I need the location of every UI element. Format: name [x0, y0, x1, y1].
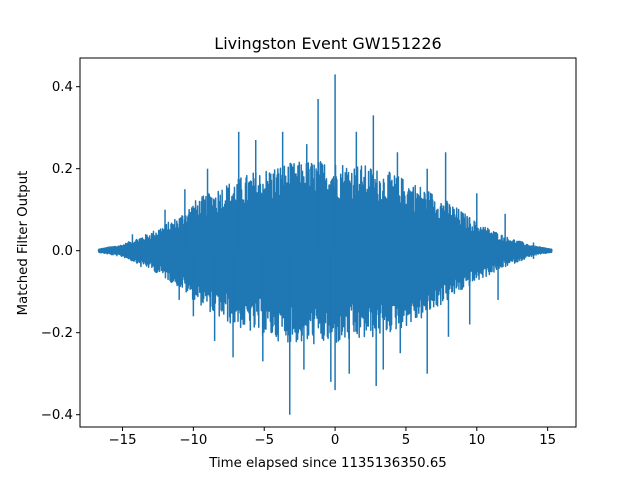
y-tick-label: 0.0	[52, 244, 73, 259]
y-tick-label: 0.2	[52, 162, 73, 177]
x-axis-label: Time elapsed since 1135136350.65	[208, 456, 447, 471]
plot-frame	[79, 57, 577, 428]
x-tick-label: −5	[254, 433, 274, 448]
x-tick-label: −10	[179, 433, 207, 448]
y-tick-label: −0.4	[41, 408, 73, 423]
chart-title: Livingston Event GW151226	[214, 34, 441, 53]
signal-line	[97, 160, 553, 345]
y-tick-label: 0.4	[52, 80, 73, 95]
y-tick-label: −0.2	[41, 326, 73, 341]
x-tick-label: −15	[108, 433, 136, 448]
y-axis: −0.4 −0.2 0.0 0.2 0.4	[41, 80, 80, 423]
y-axis-label: Matched Filter Output	[16, 171, 31, 316]
x-tick-label: 10	[468, 433, 485, 448]
x-tick-label: 0	[331, 433, 339, 448]
x-tick-label: 5	[402, 433, 410, 448]
x-tick-label: 15	[539, 433, 556, 448]
plot-area	[97, 74, 553, 415]
x-axis: −15 −10 −5 0 5 10 15	[108, 427, 556, 448]
